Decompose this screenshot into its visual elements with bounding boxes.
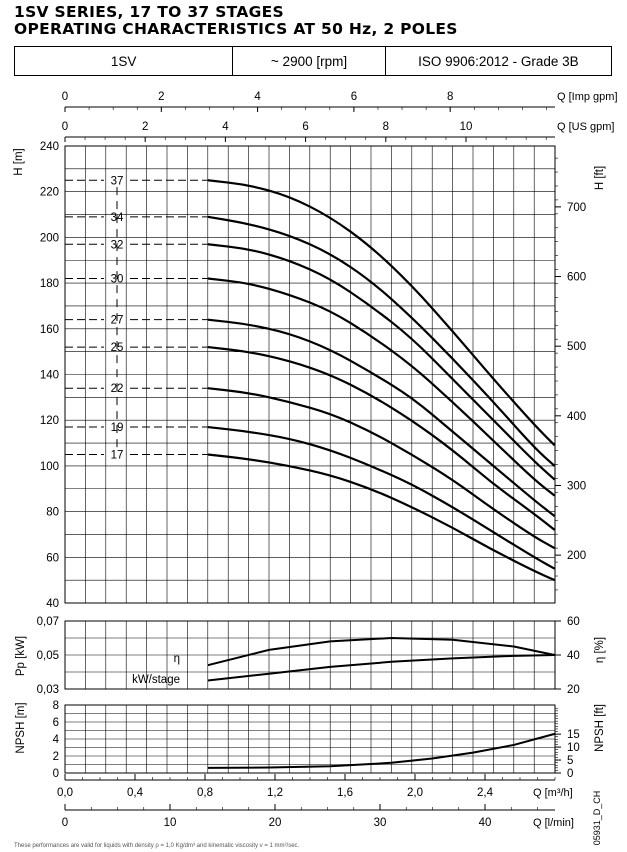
imp-gpm-axis-title: Q [Imp gpm]: [557, 91, 618, 103]
m3h-tick-label: 0,0: [57, 787, 73, 799]
imp-gpm-tick-label: 4: [254, 91, 261, 103]
title-line-1: 1SV SERIES, 17 TO 37 STAGES: [14, 3, 285, 21]
stage-label-37: 37: [111, 175, 124, 187]
head-curve-27: [207, 318, 556, 518]
us-gpm-tick-label: 6: [302, 121, 308, 133]
head-y-tick-label: 220: [40, 187, 59, 199]
us-gpm-tick-label: 4: [222, 121, 229, 133]
us-gpm-tick-label: 0: [62, 121, 68, 133]
head-y-tick-label: 100: [40, 461, 59, 473]
eta-tick-label: 20: [567, 684, 580, 696]
head-curve-30: [207, 277, 556, 497]
npsh-curve: [207, 732, 555, 769]
npsh-y-tick-label: 0: [53, 768, 59, 780]
head-curve-19: [207, 425, 556, 570]
head-curve-17: [207, 453, 556, 582]
imp-gpm-tick-label: 8: [447, 91, 453, 103]
lmin-tick-label: 20: [269, 817, 282, 829]
npsh-ft-title: NPSH [ft]: [594, 704, 606, 752]
head-y-tick-label: 240: [40, 141, 59, 153]
lmin-tick-label: 40: [479, 817, 492, 829]
npsh-ft-tick-label: 10: [567, 742, 580, 754]
head-ft-tick-label: 700: [567, 202, 586, 214]
lmin-axis-title: Q [l/min]: [533, 817, 574, 829]
head-ft-tick-label: 500: [567, 341, 586, 353]
npsh-ft-tick-label: 0: [567, 768, 573, 780]
head-y-tick-label: 40: [46, 598, 59, 610]
eta-y-title: η [%]: [594, 637, 606, 663]
lmin-tick-label: 10: [164, 817, 177, 829]
eta-tick-label: 40: [567, 650, 580, 662]
spec-header-table: 1SV ~ 2900 [rpm] ISO 9906:2012 - Grade 3…: [14, 46, 612, 76]
stage-label-17: 17: [111, 449, 124, 461]
head-ft-title: H [ft]: [594, 166, 606, 190]
efficiency-curve-label: η: [174, 653, 180, 665]
npsh-ft-tick-label: 5: [567, 755, 573, 767]
imp-gpm-tick-label: 0: [62, 91, 68, 103]
head-y-tick-label: 120: [40, 415, 59, 427]
power-curve-label: kW/stage: [132, 674, 180, 686]
m3h-tick-label: 0,4: [127, 787, 144, 799]
imp-gpm-tick-label: 6: [351, 91, 357, 103]
m3h-tick-label: 1,6: [337, 787, 353, 799]
npsh-y-tick-label: 8: [53, 700, 59, 712]
power-y-tick-label: 0,05: [37, 650, 59, 662]
npsh-y-tick-label: 2: [53, 751, 59, 763]
power-y-tick-label: 0,03: [37, 684, 59, 696]
us-gpm-tick-label: 10: [460, 121, 473, 133]
head-ft-tick-label: 300: [567, 480, 586, 492]
lmin-tick-label: 30: [374, 817, 387, 829]
speed-cell: ~ 2900 [rpm]: [233, 47, 386, 75]
us-gpm-tick-label: 2: [142, 121, 148, 133]
m3h-tick-label: 2,0: [407, 787, 423, 799]
standard-cell: ISO 9906:2012 - Grade 3B: [418, 53, 579, 69]
eta-tick-label: 60: [567, 616, 580, 628]
head-curve-25: [207, 345, 556, 531]
lmin-tick-label: 0: [62, 817, 68, 829]
doc-code: 05931_D_CH: [592, 791, 602, 846]
head-ft-tick-label: 600: [567, 272, 586, 284]
head-y-tick-label: 60: [46, 552, 59, 564]
npsh-y-tick-label: 6: [53, 717, 59, 729]
power-curve: [207, 654, 555, 682]
head-y-tick-label: 160: [40, 324, 59, 336]
m3h-axis-title: Q [m³/h]: [533, 787, 573, 799]
imp-gpm-tick-label: 2: [158, 91, 164, 103]
footnote: These performances are valid for liquids…: [14, 843, 300, 849]
head-curve-34: [207, 215, 556, 467]
title-line-2: OPERATING CHARACTERISTICS AT 50 Hz, 2 PO…: [14, 20, 458, 38]
head-ft-tick-label: 200: [567, 550, 586, 562]
us-gpm-tick-label: 8: [383, 121, 389, 133]
power-y-title: Pp [kW]: [15, 636, 27, 676]
head-curve-37: [207, 179, 556, 447]
npsh-y-tick-label: 4: [53, 734, 60, 746]
npsh-y-title: NPSH [m]: [15, 702, 27, 753]
head-y-tick-label: 80: [46, 507, 59, 519]
head-y-tick-label: 140: [40, 370, 59, 382]
efficiency-curve: [207, 637, 555, 667]
stage-label-30: 30: [111, 274, 124, 286]
head-y-title: H [m]: [13, 148, 25, 175]
power-y-tick-label: 0,07: [37, 616, 59, 628]
m3h-tick-label: 0,8: [197, 787, 213, 799]
npsh-ft-tick-label: 15: [567, 729, 580, 741]
head-curve-32: [207, 243, 556, 481]
m3h-tick-label: 2,4: [477, 787, 494, 799]
head-ft-tick-label: 400: [567, 411, 586, 423]
head-curve-22: [207, 387, 556, 550]
us-gpm-axis-title: Q [US gpm]: [557, 121, 614, 133]
model-cell: 1SV: [15, 47, 234, 75]
head-y-tick-label: 200: [40, 232, 59, 244]
head-y-tick-label: 180: [40, 278, 59, 290]
m3h-tick-label: 1,2: [267, 787, 283, 799]
